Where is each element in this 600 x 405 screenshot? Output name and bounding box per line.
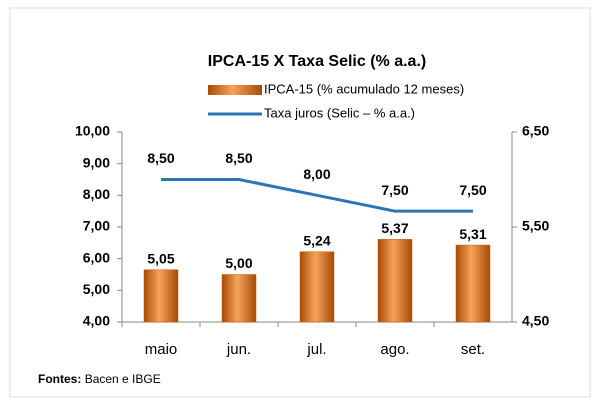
bar (143, 269, 179, 323)
bar (455, 244, 491, 323)
chart-title: IPCA-15 X Taxa Selic (% a.a.) (208, 53, 426, 70)
legend-swatch (208, 85, 262, 95)
y-tick-label: 8,00 (83, 186, 110, 202)
y2-tick-label: 4,50 (522, 313, 549, 329)
y-tick-label: 5,00 (83, 281, 110, 297)
y-tick-label: 6,00 (83, 249, 110, 265)
bar-value-label: 5,05 (147, 250, 174, 266)
footer: Fontes: Bacen e IBGE (38, 372, 161, 386)
y2-tick-label: 5,50 (522, 218, 549, 234)
bar (299, 251, 335, 323)
source-label: Fontes: (38, 372, 81, 386)
source: Bacen e IBGE (85, 372, 161, 386)
bar-value-label: 5,24 (303, 232, 330, 248)
x-tick-label: maio (145, 341, 178, 358)
legend-label: Taxa juros (Selic – % a.a.) (264, 105, 415, 120)
y-tick-label: 10,00 (75, 123, 110, 139)
line-value-label: 8,50 (225, 150, 252, 166)
y-tick-label: 9,00 (83, 154, 110, 170)
x-tick-label: set. (461, 341, 485, 358)
line-value-label: 8,00 (303, 166, 330, 182)
line (161, 178, 473, 213)
bar-value-label: 5,37 (381, 220, 408, 236)
chart-frame (9, 7, 591, 398)
y-tick-label: 4,00 (83, 313, 110, 329)
legend-label: IPCA-15 (% acumulado 12 meses) (264, 81, 464, 96)
y-tick-label: 7,00 (83, 218, 110, 234)
bar-value-label: 5,00 (225, 255, 252, 271)
y2-tick-label: 6,50 (522, 123, 549, 139)
x-tick-label: jul. (306, 341, 326, 358)
x-tick-label: ago. (380, 341, 409, 358)
line-value-label: 8,50 (147, 150, 174, 166)
line-value-label: 7,50 (381, 182, 408, 198)
line-value-label: 7,50 (459, 182, 486, 198)
x-tick-label: jun. (226, 341, 251, 358)
bar (221, 274, 257, 323)
bar-value-label: 5,31 (459, 226, 486, 242)
bar (377, 239, 413, 323)
